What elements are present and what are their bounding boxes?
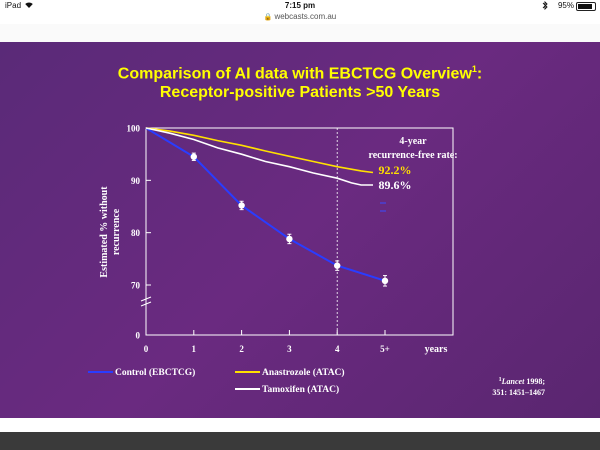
x-tick-label: 4 <box>335 344 340 354</box>
bottom-toolbar <box>0 432 600 450</box>
x-axis-label: years <box>425 344 448 355</box>
y-tick-label: 90 <box>131 176 141 186</box>
legend-label: Tamoxifen (ATAC) <box>262 384 339 395</box>
url-bar[interactable]: 🔒 webcasts.com.au <box>0 12 600 24</box>
slide-title-line2: Receptor-positive Patients >50 Years <box>159 84 441 101</box>
y-axis-label-line1: Estimated % without <box>99 186 110 278</box>
x-tick-label: 2 <box>239 344 244 354</box>
control-data-point <box>334 262 341 269</box>
annotation-dashes <box>380 202 386 212</box>
legend-label: Control (EBCTCG) <box>115 367 195 378</box>
battery-percent: 95% <box>557 1 574 10</box>
bluetooth-icon <box>542 0 548 12</box>
annotation-title-line1: 4-year <box>399 136 427 147</box>
y-tick-label: 0 <box>136 331 141 341</box>
control-data-point <box>286 235 293 243</box>
status-bar: iPad 7:15 pm 95% <box>0 0 600 12</box>
y-tick-label: 80 <box>131 228 141 238</box>
anastrozole-rate: 92.2% <box>379 163 412 177</box>
axis-break-marks <box>140 296 152 307</box>
page-top-margin <box>0 24 600 42</box>
annotation-title-line2: recurrence-free rate: <box>368 150 457 161</box>
recurrence-chart: 0 70 80 90 100 0 1 2 3 4 5+ Estimated % without re… <box>88 124 546 397</box>
y-tick-label: 70 <box>131 281 141 291</box>
device-name: iPad <box>5 1 22 10</box>
plot-frame <box>145 127 454 336</box>
control-data-point <box>238 202 245 209</box>
page-bottom-margin <box>0 418 600 432</box>
legend-label: Anastrozole (ATAC) <box>262 367 345 378</box>
url-text: webcasts.com.au <box>274 12 337 21</box>
control-series-line <box>145 127 386 282</box>
control-data-point <box>381 277 389 285</box>
slide-title-line1: Comparison of AI data with EBCTCG Overvi… <box>117 64 483 83</box>
tamoxifen-rate: 89.6% <box>379 178 412 192</box>
y-tick-label: 100 <box>127 124 141 134</box>
x-tick-label: 0 <box>144 344 149 354</box>
clock: 7:15 pm <box>284 1 316 10</box>
y-axis-label-line2: recurrence <box>111 208 122 255</box>
presentation-slide: Comparison of AI data with EBCTCG Overvi… <box>0 42 600 418</box>
x-tick-label: 5+ <box>380 344 390 354</box>
anastrozole-series-line <box>145 127 374 174</box>
control-data-point <box>190 153 197 160</box>
battery-icon <box>576 2 596 11</box>
reference-line1: 1Lancet 1998; <box>499 377 546 386</box>
legend: Control (EBCTCG) Anastrozole (ATAC) Tamoxi… <box>88 367 345 395</box>
tamoxifen-series-line <box>145 127 373 186</box>
reference-line2: 351: 1451–1467 <box>492 388 545 397</box>
x-tick-label: 3 <box>287 344 292 354</box>
wifi-icon <box>24 1 34 11</box>
x-tick-label: 1 <box>192 344 197 354</box>
lock-icon: 🔒 <box>263 14 273 21</box>
